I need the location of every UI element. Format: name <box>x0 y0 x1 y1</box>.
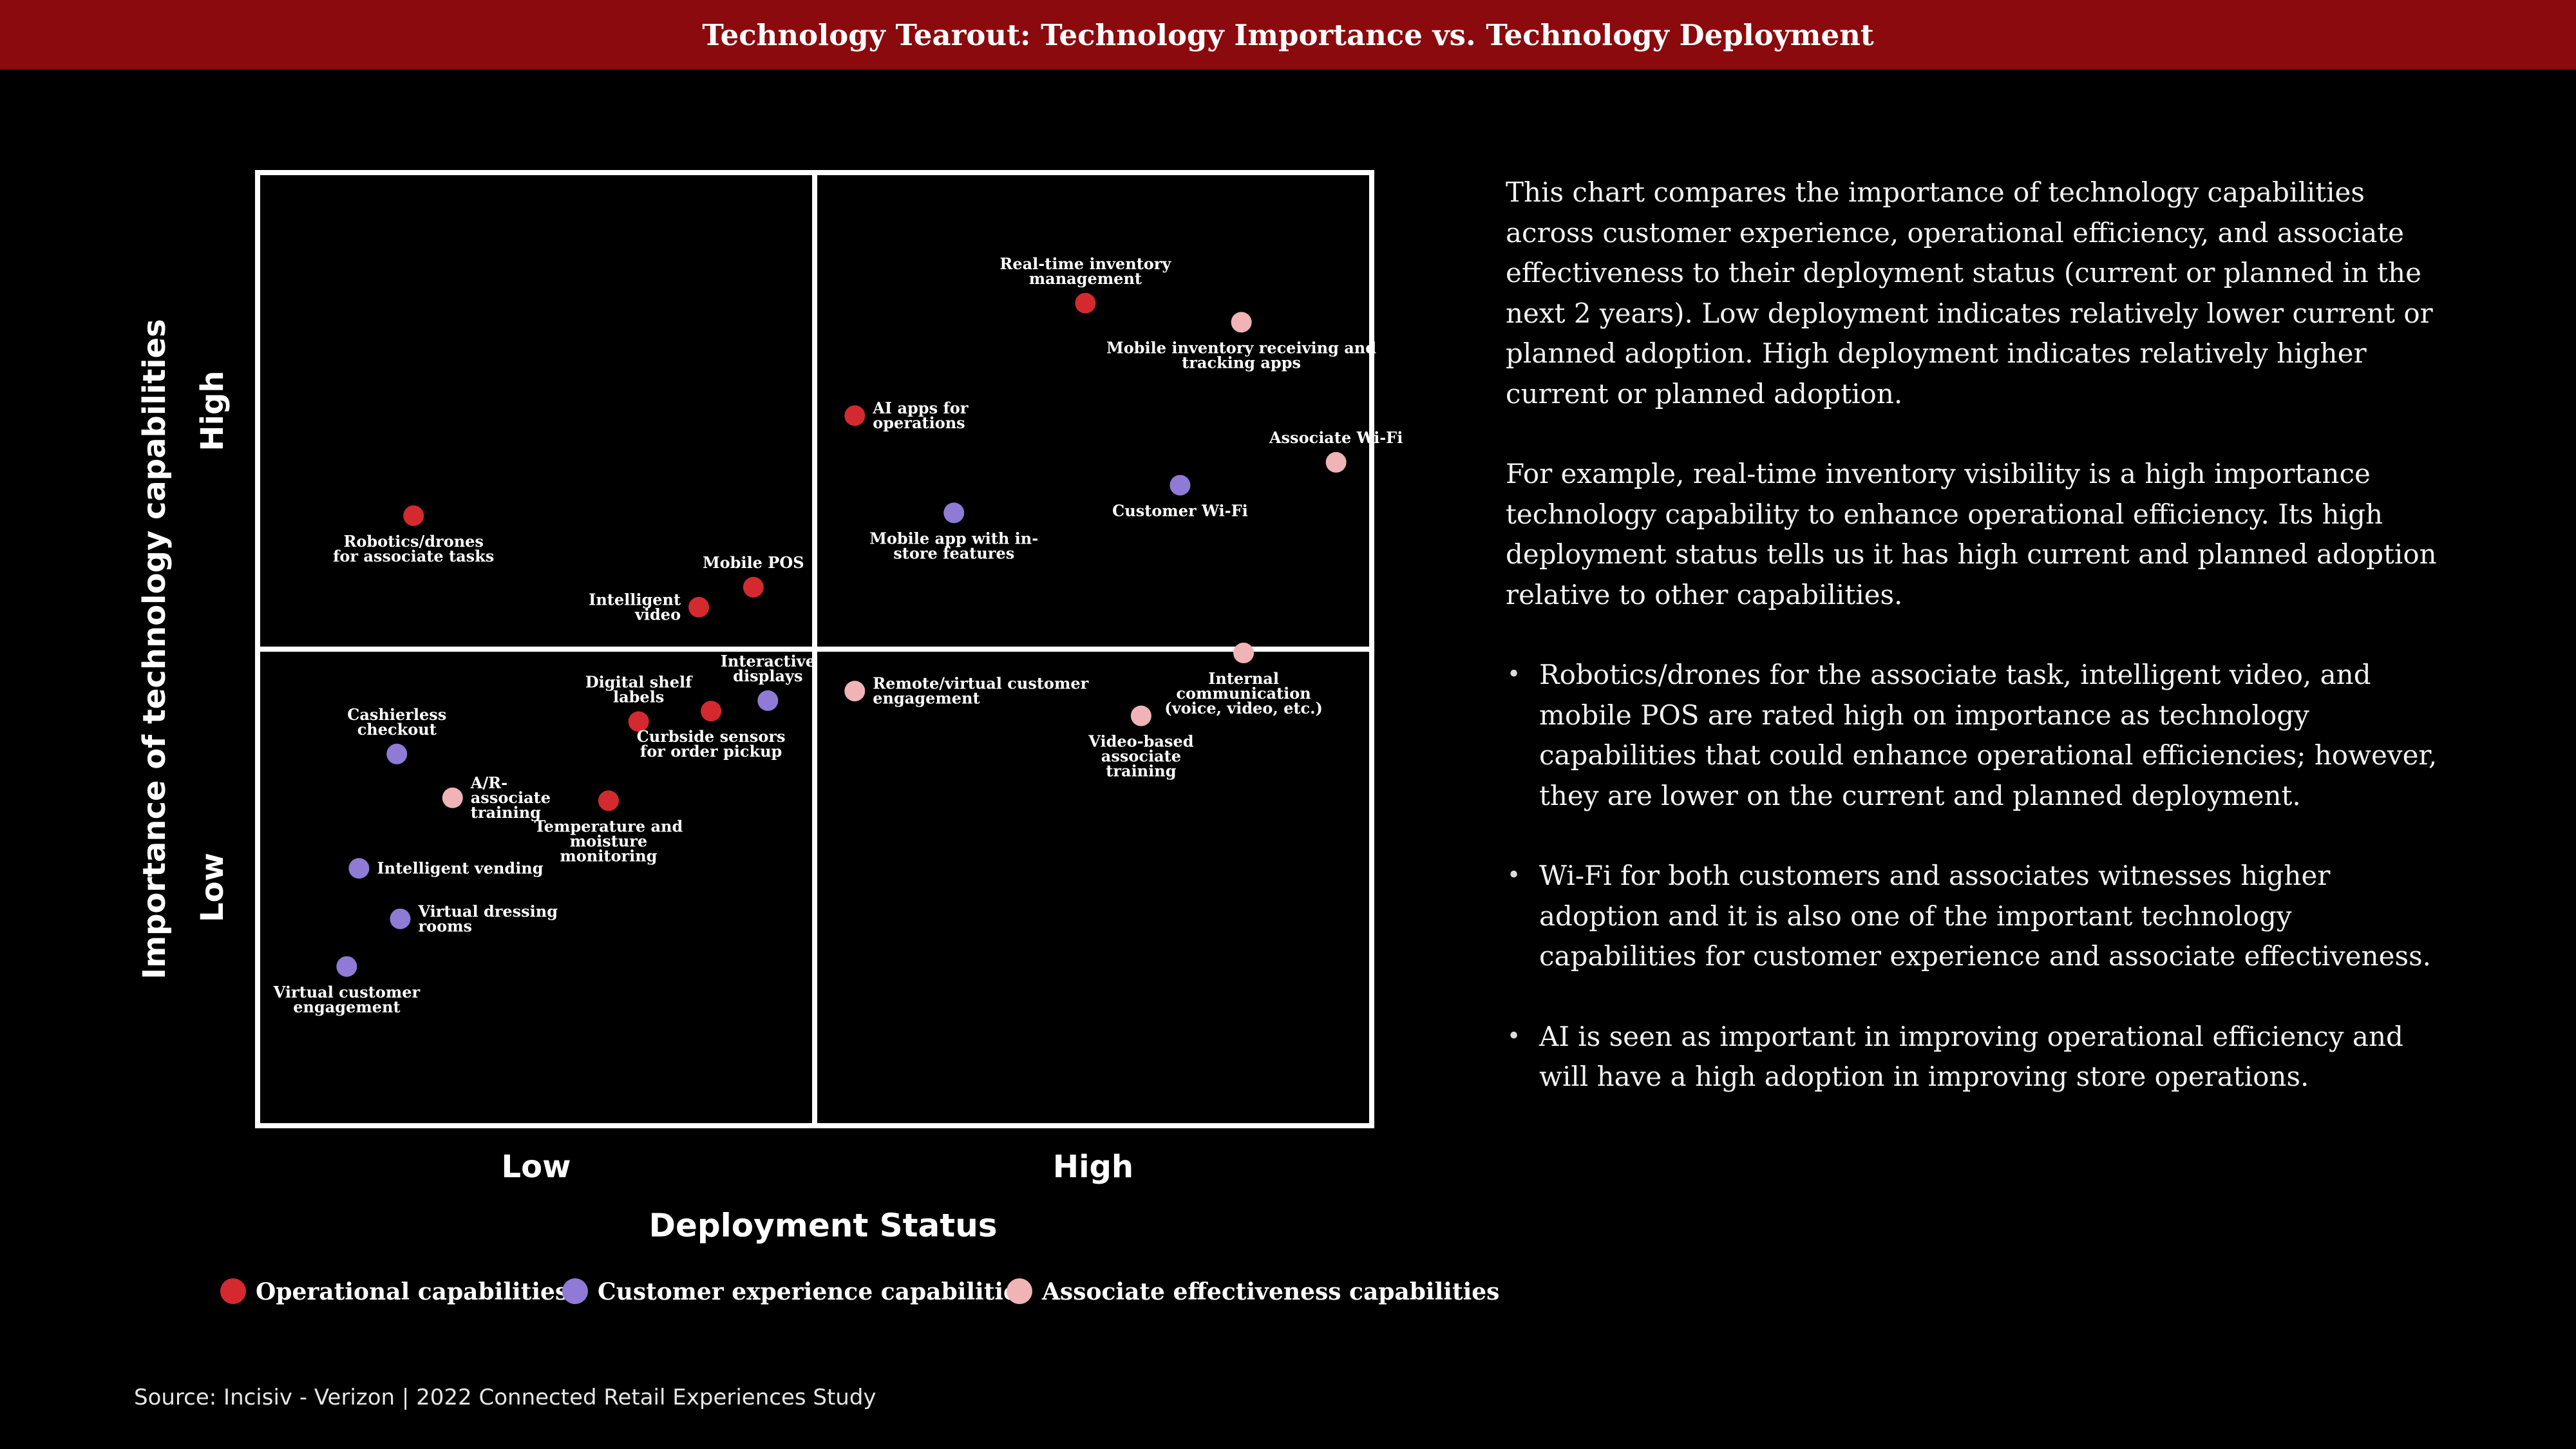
legend: Operational capabilities Customer experie… <box>220 1278 1499 1305</box>
data-point-customer <box>1170 475 1191 496</box>
data-point-customer <box>390 908 411 929</box>
point-label: Real-time inventory management <box>999 254 1171 288</box>
title-bar: Technology Tearout: Technology Importanc… <box>0 0 2576 70</box>
point-label: Interactive displays <box>721 652 815 685</box>
description-paragraph: This chart compares the importance of te… <box>1506 176 2433 410</box>
point-label: Associate Wi-Fi <box>1269 428 1403 447</box>
data-point-operational <box>688 596 710 618</box>
key-finding: Robotics/drones for the associate task, … <box>1506 655 2446 816</box>
page-title: Technology Tearout: Technology Importanc… <box>702 17 1874 52</box>
data-point-associate <box>1130 705 1151 726</box>
data-point-operational <box>844 405 866 426</box>
point-label: Internal communication (voice, video, etc.… <box>1164 669 1323 717</box>
data-points: Real-time inventory management AI apps for… <box>273 254 1403 1016</box>
x-axis-title: Deployment Status <box>649 1207 997 1244</box>
data-point-associate <box>442 787 463 808</box>
legend-marker-operational <box>220 1278 246 1304</box>
legend-label: Operational capabilities <box>256 1278 568 1305</box>
data-point-associate <box>1231 312 1252 333</box>
data-point-associate <box>844 681 866 702</box>
data-point-operational <box>743 576 764 598</box>
point-label: Mobile app with in-store features <box>869 529 1038 562</box>
chart-description: This chart compares the importance of te… <box>1506 173 2446 1137</box>
point-label: Cashierless checkout <box>347 705 446 739</box>
key-finding: Wi-Fi for both customers and associates … <box>1506 856 2446 977</box>
data-point-operational <box>1075 292 1096 314</box>
point-label: Mobile inventory receiving and tracking a… <box>1106 338 1376 372</box>
point-label: Video-based associate training <box>1088 732 1193 781</box>
point-label: Curbside sensors for order pickup <box>637 727 786 761</box>
data-point-operational <box>701 701 722 722</box>
point-label: Intelligent video <box>589 590 681 623</box>
point-label: Virtual customer engagement <box>273 983 421 1016</box>
source-note: Source: Incisiv - Verizon | 2022 Connect… <box>134 1385 876 1410</box>
point-label: Remote/virtual customer engagement <box>873 674 1088 708</box>
legend-label: Associate effectiveness capabilities <box>1041 1278 1499 1305</box>
legend-marker-customer <box>562 1278 588 1304</box>
point-label: Intelligent vending <box>377 858 543 877</box>
point-label: Virtual dressing rooms <box>417 902 558 935</box>
point-label: AI apps for operations <box>872 399 969 432</box>
data-point-customer <box>336 956 357 977</box>
point-label: Digital shelf labels <box>585 672 693 706</box>
data-point-operational <box>598 790 619 811</box>
quadrant-grid <box>255 170 1374 1128</box>
axes: Low High Deployment Status High Low Importanc… <box>137 319 1133 1244</box>
key-findings-list: Robotics/drones for the associate task, … <box>1506 655 2446 1097</box>
data-point-customer <box>386 743 408 764</box>
y-axis-title: Importance of technology capabilities <box>137 319 173 980</box>
x-tick-label: High <box>1053 1149 1133 1185</box>
description-paragraph: For example, real-time inventory visibil… <box>1506 458 2437 611</box>
legend-label: Customer experience capabilities <box>598 1278 1031 1305</box>
y-tick-label: High <box>194 370 231 451</box>
data-point-customer <box>943 502 965 524</box>
data-point-customer <box>348 858 370 879</box>
data-point-operational <box>403 505 424 526</box>
data-point-associate <box>1325 451 1347 473</box>
data-point-associate <box>1233 642 1255 663</box>
point-label: Customer Wi-Fi <box>1112 501 1248 520</box>
point-label: Temperature and moisture monitoring <box>535 817 683 865</box>
key-finding: AI is seen as important in improving ope… <box>1506 1017 2446 1097</box>
legend-marker-associate <box>1007 1278 1032 1304</box>
point-label: Robotics/drones for associate tasks <box>333 532 494 565</box>
y-tick-label: Low <box>194 853 231 922</box>
point-label: A/R-associate training <box>470 773 551 822</box>
x-tick-label: Low <box>502 1149 571 1185</box>
data-point-customer <box>757 690 779 711</box>
point-label: Mobile POS <box>703 553 804 572</box>
data-point-operational <box>628 711 649 732</box>
